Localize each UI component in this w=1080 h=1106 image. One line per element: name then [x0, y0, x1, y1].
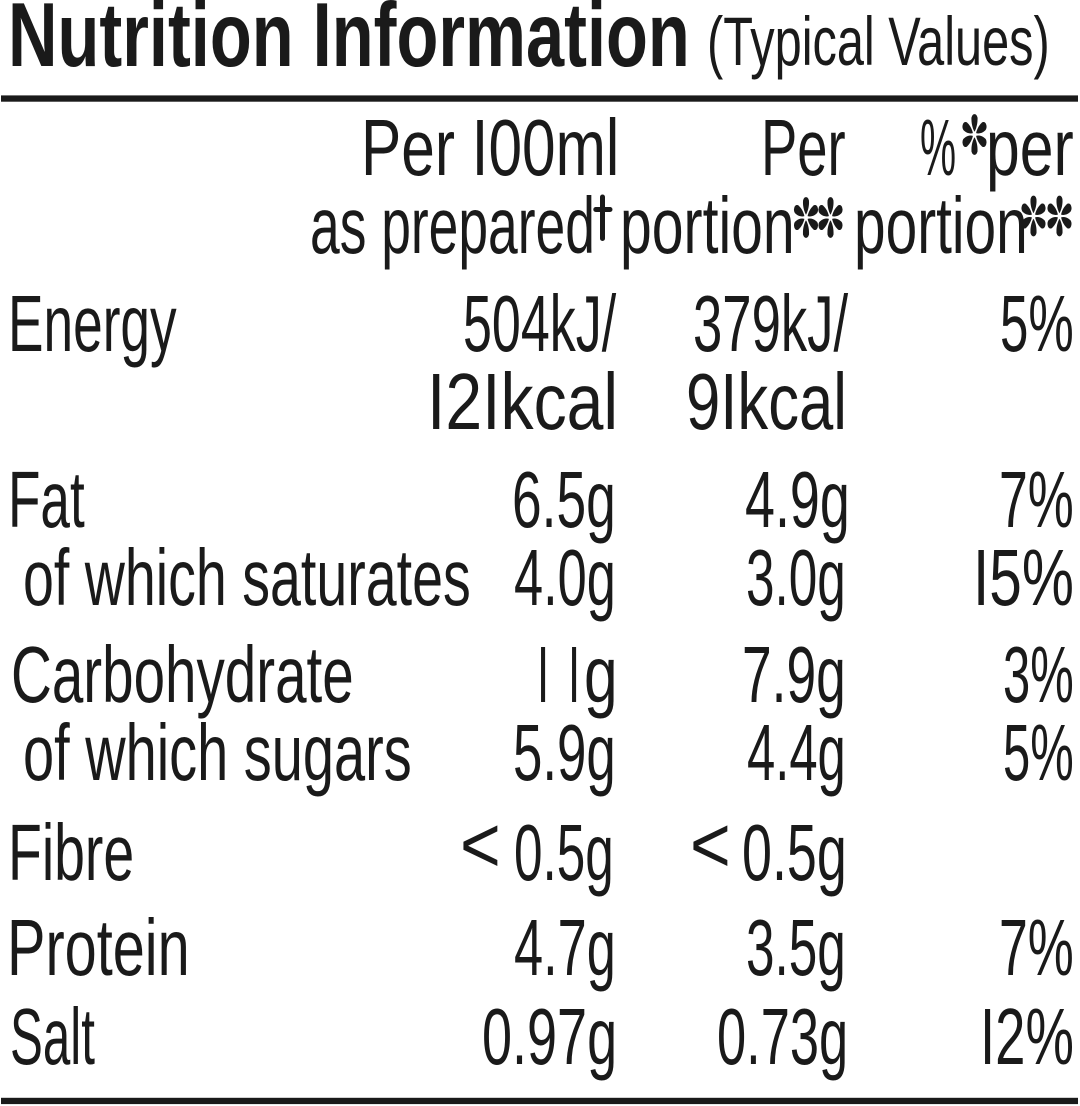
- svg-text:<: <: [690, 800, 731, 890]
- svg-text:7%: 7%: [999, 456, 1074, 545]
- svg-text:portion: portion: [620, 181, 795, 271]
- svg-text:6.5g: 6.5g: [512, 455, 616, 544]
- svg-text:Protein: Protein: [7, 903, 190, 992]
- svg-text:5.9g: 5.9g: [513, 709, 616, 798]
- svg-text:4.9g: 4.9g: [745, 455, 850, 544]
- svg-text:9Ikcal: 9Ikcal: [686, 357, 847, 447]
- svg-text:0.5g: 0.5g: [742, 808, 847, 897]
- svg-text:I: I: [537, 630, 549, 719]
- svg-text:3%: 3%: [1003, 631, 1074, 720]
- svg-text:3.0g: 3.0g: [746, 534, 846, 623]
- svg-text:Salt: Salt: [10, 993, 95, 1082]
- svg-text:7.9g: 7.9g: [742, 630, 846, 719]
- svg-text:Per: Per: [761, 104, 846, 193]
- svg-text:Nutrition Information: Nutrition Information: [8, 0, 690, 86]
- svg-text:Fat: Fat: [8, 456, 85, 544]
- svg-text:portion: portion: [854, 180, 1028, 270]
- svg-text:0.5g: 0.5g: [514, 809, 614, 898]
- svg-text:I: I: [568, 630, 580, 719]
- svg-text:I2Ikcal: I2Ikcal: [427, 357, 618, 446]
- svg-text:4.0g: 4.0g: [514, 534, 616, 623]
- svg-text:5%: 5%: [1003, 709, 1074, 798]
- svg-text:g: g: [584, 631, 618, 720]
- svg-text:0.97g: 0.97g: [482, 992, 617, 1081]
- svg-text:3.5g: 3.5g: [746, 904, 846, 993]
- svg-text:as prepared: as prepared: [310, 181, 595, 270]
- svg-text:0.73g: 0.73g: [717, 993, 848, 1082]
- svg-text:I5%: I5%: [973, 533, 1074, 622]
- svg-text:Fibre: Fibre: [8, 808, 134, 898]
- svg-text:<: <: [460, 800, 501, 890]
- svg-text:(Typical Values): (Typical Values): [707, 3, 1050, 80]
- svg-text:504kJ/: 504kJ/: [463, 280, 616, 369]
- svg-text:Carbohydrate: Carbohydrate: [11, 629, 354, 719]
- svg-text:4.4g: 4.4g: [747, 708, 846, 798]
- svg-text:7%: 7%: [999, 904, 1074, 993]
- svg-text:Per I00ml: Per I00ml: [361, 104, 619, 193]
- svg-text:per: per: [986, 104, 1074, 193]
- svg-text:5%: 5%: [1000, 279, 1074, 368]
- svg-text:4.7g: 4.7g: [514, 904, 616, 993]
- svg-text:of which saturates: of which saturates: [23, 533, 471, 622]
- svg-text:379kJ/: 379kJ/: [693, 280, 848, 369]
- svg-text:of which sugars: of which sugars: [23, 708, 412, 797]
- svg-text:Energy: Energy: [8, 279, 177, 368]
- svg-text:%: %: [920, 104, 956, 192]
- svg-text:I2%: I2%: [980, 992, 1074, 1082]
